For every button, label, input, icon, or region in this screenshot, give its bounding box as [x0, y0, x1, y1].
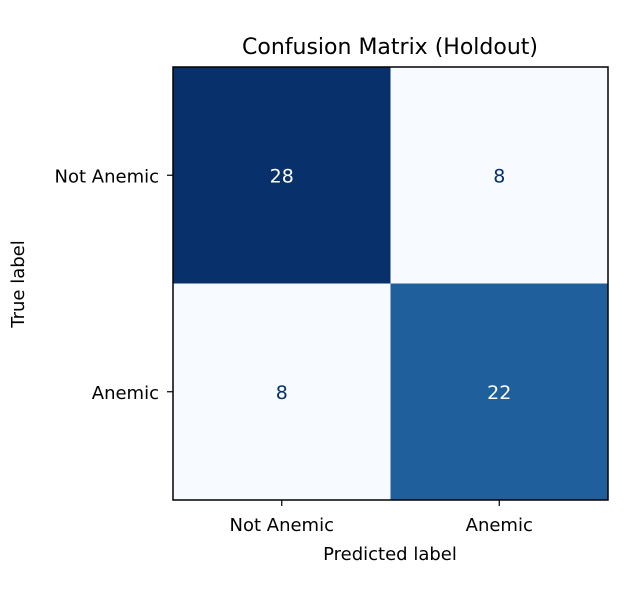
x-tick-label: Anemic	[466, 515, 533, 536]
matrix-value-label-r1-c0: 8	[276, 382, 288, 404]
matrix-cell-r1-c0	[173, 283, 391, 501]
matrix-cell-labels: 28 8 8 22	[270, 165, 512, 404]
matrix-cell-r0-c1	[390, 67, 609, 284]
y-axis-ticks: Not Anemic Anemic	[55, 166, 173, 404]
chart-title: Confusion Matrix (Holdout)	[242, 35, 538, 60]
x-axis-label: Predicted label	[323, 544, 457, 565]
matrix-cell-r1-c1	[390, 283, 609, 501]
matrix-value-label-r0-c0: 28	[270, 165, 294, 187]
matrix-value-label-r0-c1: 8	[493, 165, 505, 187]
matrix-value-label-r1-c1: 22	[487, 382, 511, 404]
matrix-cell-r0-c0	[173, 67, 391, 284]
x-axis-ticks: Not Anemic Anemic	[230, 500, 533, 536]
plot-frame	[172, 66, 609, 501]
matrix-cells	[173, 67, 609, 501]
y-tick-label: Not Anemic	[55, 166, 159, 187]
x-tick-label: Not Anemic	[230, 515, 334, 536]
y-tick-label: Anemic	[92, 383, 159, 404]
y-axis-label: True label	[8, 240, 29, 329]
